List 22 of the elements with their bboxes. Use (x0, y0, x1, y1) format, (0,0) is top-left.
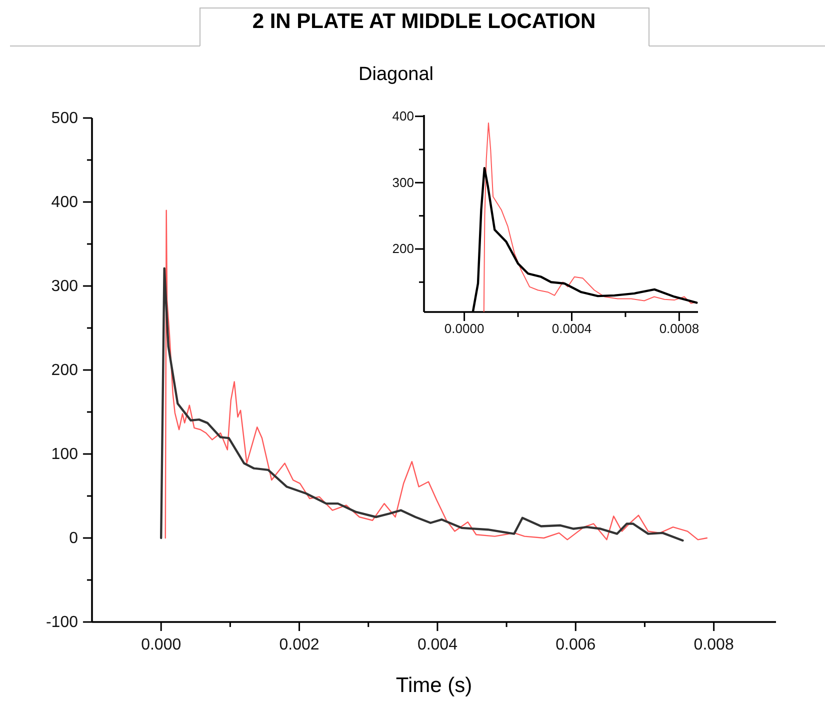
x-tick-label: 0.008 (694, 636, 734, 654)
y-tick-label: 400 (51, 194, 78, 212)
y-tick-label: 100 (51, 446, 78, 464)
y-tick-label: 300 (392, 174, 414, 190)
y-tick-label: 500 (51, 110, 78, 128)
x-tick-label: 0.0000 (444, 321, 484, 336)
y-tick-label: 300 (51, 278, 78, 296)
x-tick-label: 0.000 (141, 636, 182, 654)
y-tick-label: 400 (392, 108, 414, 124)
x-axis-title: Time (s) (396, 674, 472, 697)
y-tick-label: -100 (46, 614, 78, 632)
x-tick-label: 0.004 (417, 636, 458, 654)
x-tick-label: 0.002 (279, 636, 320, 654)
x-tick-label: 0.0004 (552, 321, 592, 336)
chart-subtitle: Diagonal (358, 64, 434, 85)
x-tick-label: 0.006 (556, 636, 596, 654)
chart-title: 2 IN PLATE AT MIDDLE LOCATION (252, 10, 596, 33)
y-tick-label: 0 (69, 530, 78, 548)
line-series (164, 210, 708, 540)
y-tick-label: 200 (51, 362, 78, 380)
x-tick-label: 0.0008 (659, 321, 700, 336)
y-tick-label: 200 (392, 241, 414, 256)
